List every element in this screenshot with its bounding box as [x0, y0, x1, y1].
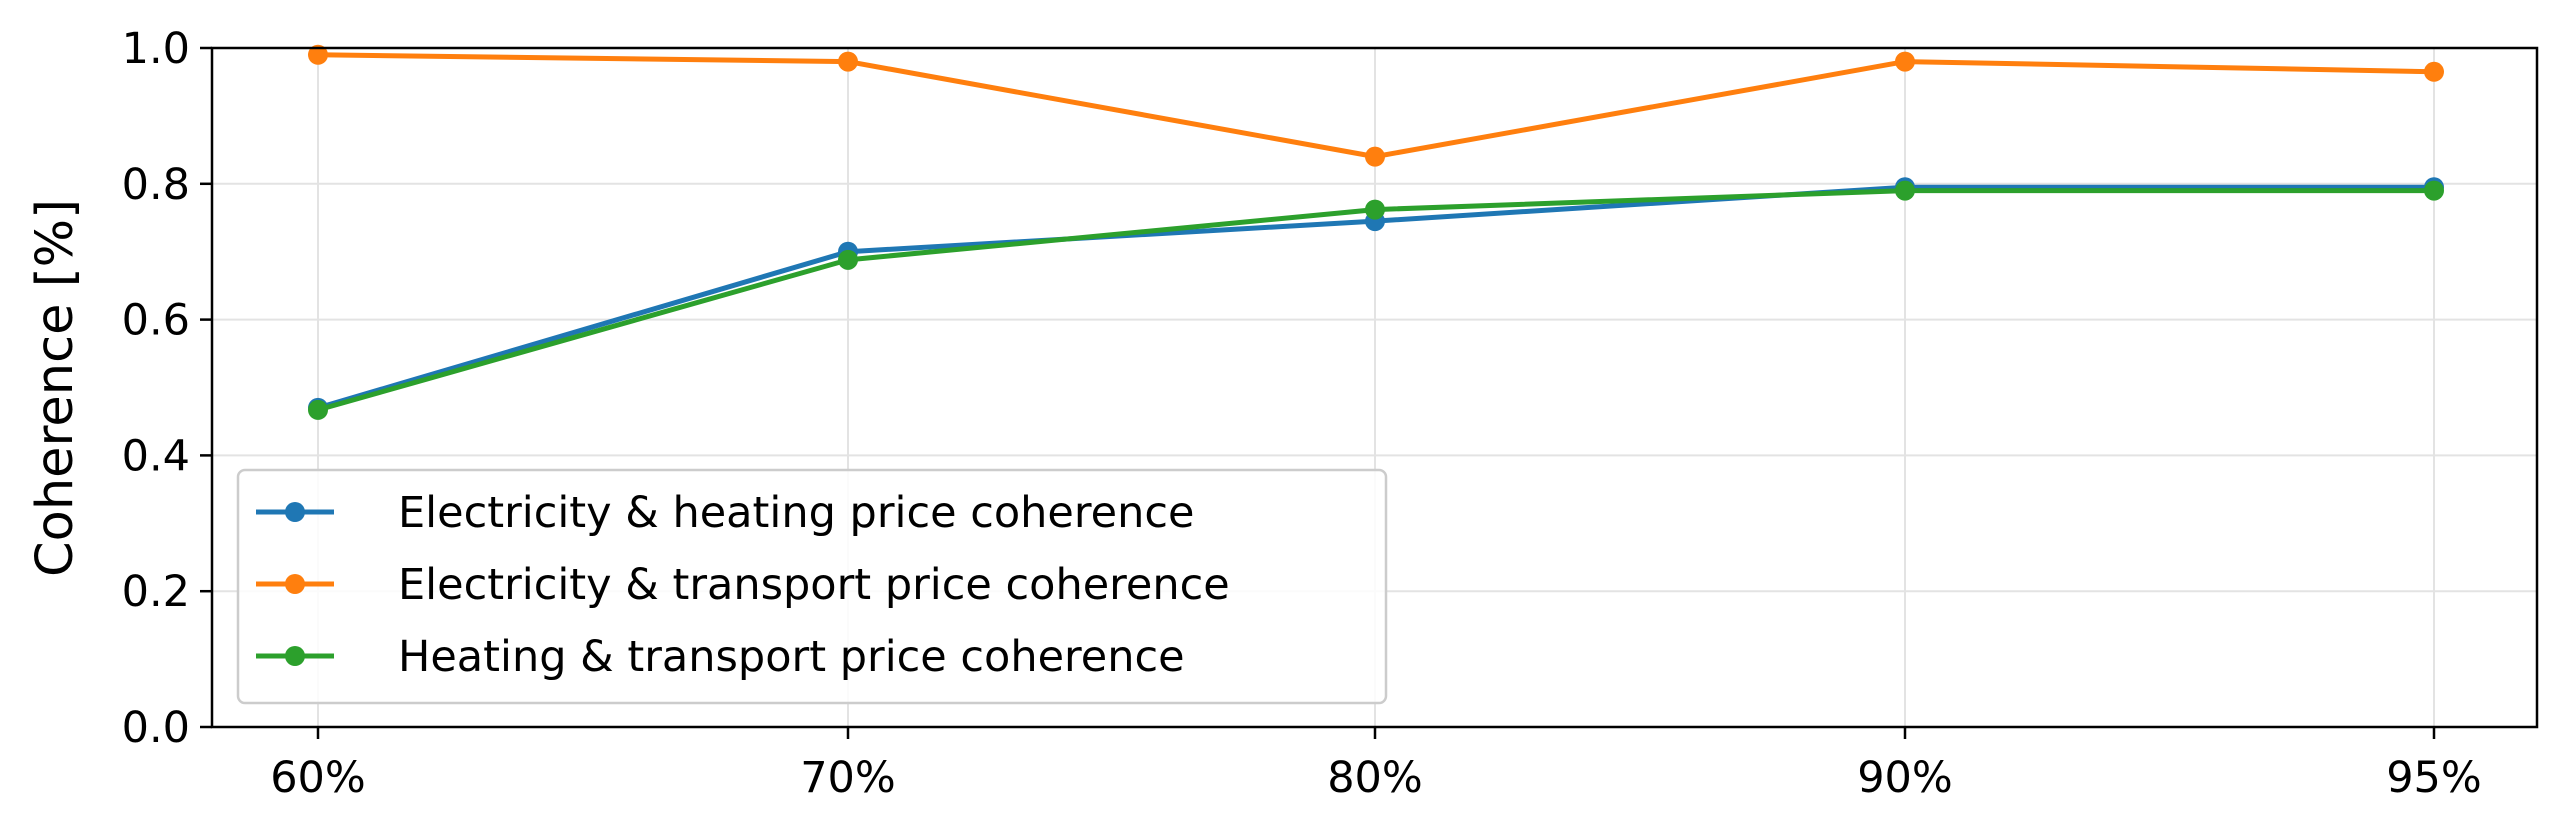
- data-point: [308, 399, 328, 420]
- data-point: [838, 249, 858, 270]
- x-axis: 60% 70% 80% 90% 95%: [270, 727, 2482, 803]
- data-point: [1365, 146, 1385, 167]
- legend-label: Heating & transport price coherence: [398, 632, 1185, 682]
- x-tick-label: 90%: [1857, 753, 1953, 803]
- y-tick-label: 0.2: [122, 567, 190, 617]
- legend-label: Electricity & heating price coherence: [398, 488, 1194, 538]
- data-point: [1895, 51, 1915, 72]
- legend-item: Electricity & heating price coherence: [256, 488, 1194, 538]
- y-tick-label: 0.6: [122, 296, 190, 346]
- legend-item: Heating & transport price coherence: [256, 632, 1185, 682]
- x-tick-label: 70%: [800, 753, 896, 803]
- series-2: [308, 44, 2444, 167]
- x-tick-label: 80%: [1327, 753, 1423, 803]
- x-tick-label: 60%: [270, 753, 366, 803]
- y-tick-label: 0.0: [122, 703, 190, 753]
- legend: Electricity & heating price coherence Ele…: [236, 468, 1388, 705]
- y-axis: 0.0 0.2 0.4 0.6 0.8 1.0: [122, 24, 212, 753]
- data-point: [1365, 199, 1385, 220]
- data-point: [308, 44, 328, 65]
- data-point: [2424, 180, 2444, 201]
- y-axis-label: Coherence [%]: [26, 199, 85, 577]
- legend-marker: [285, 502, 305, 522]
- legend-item: Electricity & transport price coherence: [256, 560, 1230, 610]
- y-tick-label: 0.8: [122, 160, 190, 210]
- legend-marker: [285, 574, 305, 594]
- series-3: [308, 180, 2444, 420]
- data-point: [1895, 180, 1915, 201]
- y-tick-label: 1.0: [122, 24, 190, 74]
- data-point: [838, 51, 858, 72]
- legend-marker: [285, 646, 305, 666]
- series-group: [308, 44, 2444, 420]
- data-point: [2424, 61, 2444, 82]
- y-tick-label: 0.4: [122, 431, 190, 481]
- legend-frame: [236, 468, 1388, 705]
- x-tick-label: 95%: [2386, 753, 2482, 803]
- legend-label: Electricity & transport price coherence: [398, 560, 1230, 610]
